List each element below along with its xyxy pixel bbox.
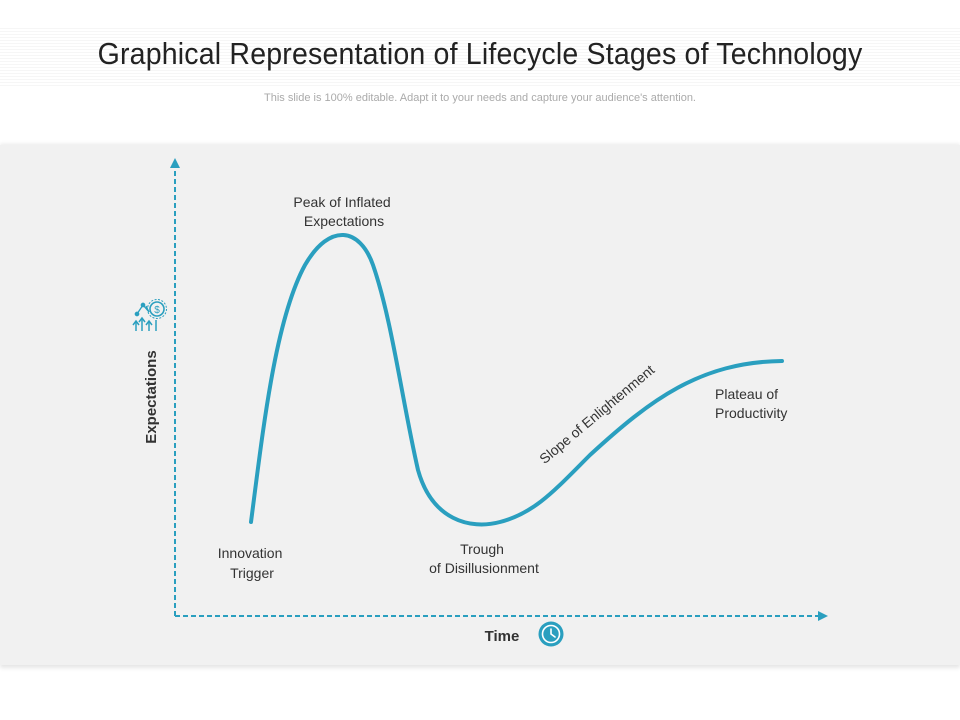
page-subtitle: This slide is 100% editable. Adapt it to… xyxy=(264,92,696,104)
stage-label-innovation-trigger: Innovation Trigger xyxy=(218,545,287,581)
y-axis-label: Expectations xyxy=(143,350,160,443)
x-axis-label: Time xyxy=(485,628,520,645)
y-axis-arrow xyxy=(170,158,180,168)
clock-icon xyxy=(538,621,564,647)
stage-label-trough-of-disillusionment: Trough of Disillusionment xyxy=(429,541,539,576)
hype-cycle-curve xyxy=(249,233,784,527)
x-axis-arrow xyxy=(818,611,828,621)
growth-chart-dollar-icon: $ xyxy=(132,299,167,331)
stage-label-plateau-of-productivity: Plateau of Productivity xyxy=(715,386,787,421)
page-title: Graphical Representation of Lifecycle St… xyxy=(97,36,863,71)
diagram-panel xyxy=(0,145,960,665)
svg-text:$: $ xyxy=(154,305,160,316)
stage-label-peak-of-inflated-expectations: Peak of Inflated Expectations xyxy=(293,194,394,229)
title-band xyxy=(0,26,960,86)
